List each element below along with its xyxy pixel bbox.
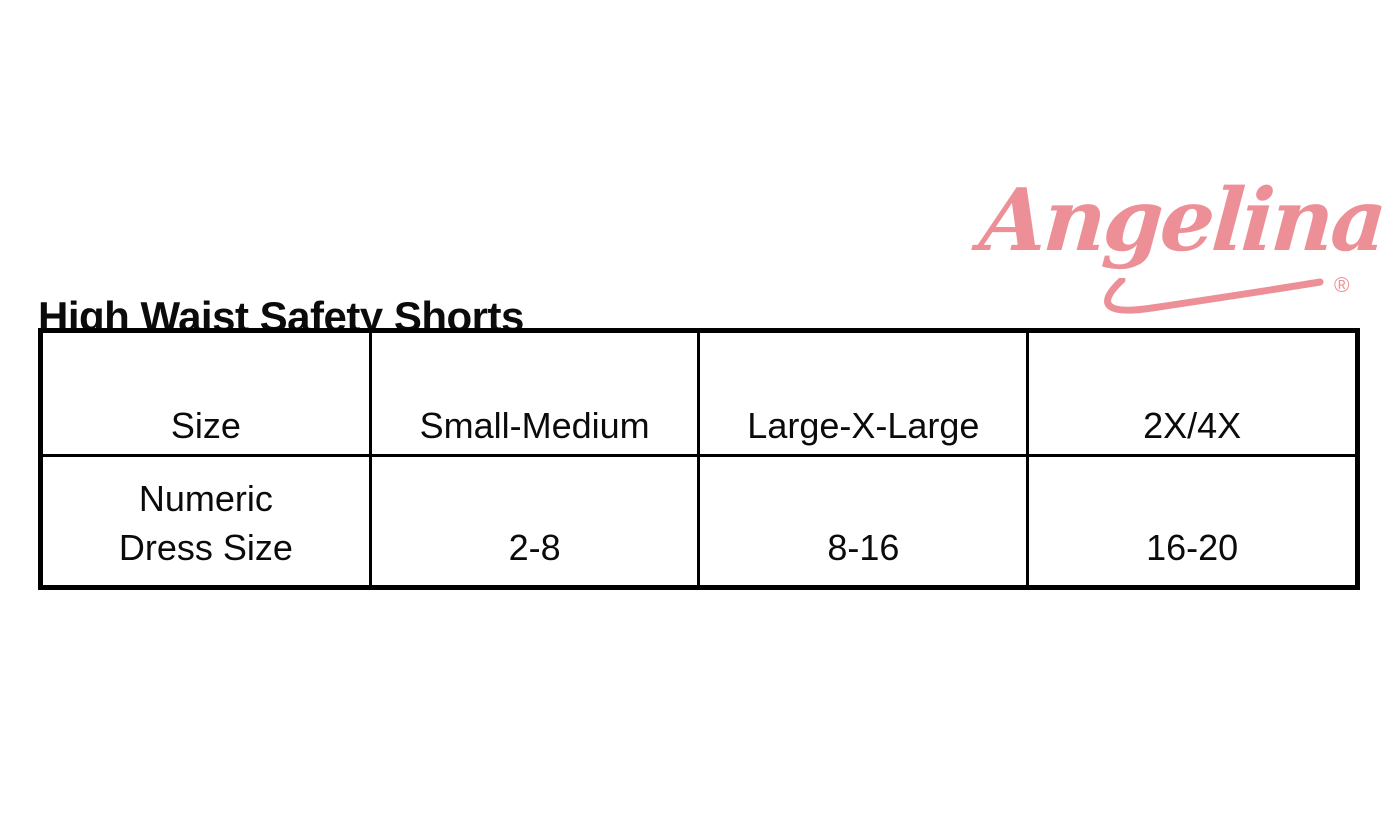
data-cell-2x4x: 16-20: [1026, 454, 1359, 589]
registered-trademark-icon: ®: [1334, 274, 1350, 297]
size-chart-table: Size Small-Medium Large-X-Large 2X/4X Nu…: [38, 328, 1360, 590]
header-cell-large-xlarge: Large-X-Large: [697, 329, 1030, 457]
logo-swash-icon: [1104, 278, 1324, 314]
brand-wordmark: Angelina: [976, 170, 1388, 271]
data-cell-small-medium: 2-8: [368, 454, 701, 589]
header-cell-small-medium: Small-Medium: [368, 329, 701, 457]
brand-logo: Angelina ®: [972, 170, 1387, 323]
table-header-row: Size Small-Medium Large-X-Large 2X/4X: [39, 329, 1359, 457]
row-label-line2: Dress Size: [118, 527, 293, 569]
header-cell-2x4x: 2X/4X: [1026, 329, 1359, 457]
table-data-row: Numeric Dress Size 2-8 8-16 16-20: [39, 454, 1359, 589]
row-label-line1: Numeric: [138, 477, 273, 519]
data-cell-large-xlarge: 8-16: [697, 454, 1030, 589]
row-label-cell: Numeric Dress Size: [39, 454, 372, 589]
header-cell-size: Size: [39, 329, 372, 457]
